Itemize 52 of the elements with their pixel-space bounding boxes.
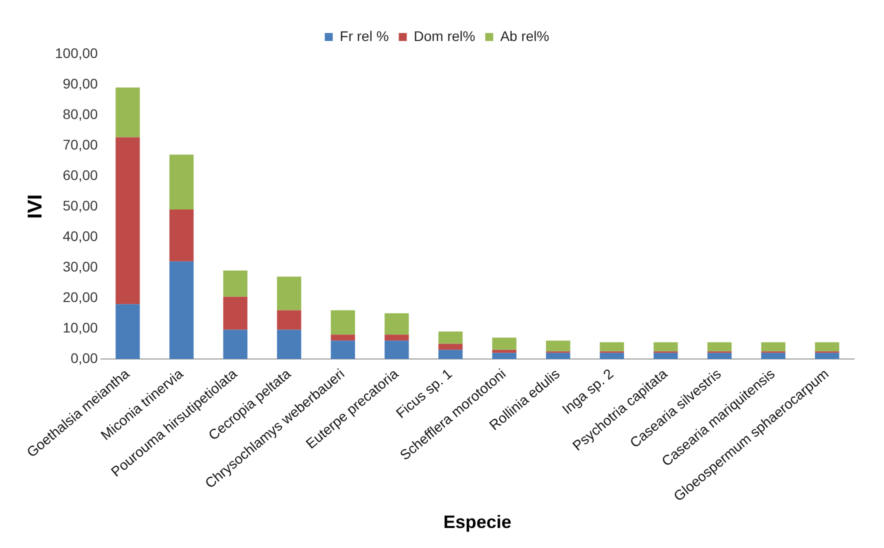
bar — [438, 332, 463, 344]
bar — [707, 352, 732, 359]
bar — [384, 313, 409, 335]
y-tick-label: 40,00 — [62, 228, 98, 244]
y-tick-label: 10,00 — [62, 319, 98, 336]
bar — [654, 352, 678, 359]
bar — [223, 270, 248, 297]
bar — [600, 352, 624, 359]
bar — [277, 276, 302, 310]
bar — [223, 296, 248, 330]
y-tick-label: 0,00 — [70, 350, 98, 366]
bar — [654, 342, 678, 352]
bar — [330, 340, 356, 359]
x-axis-title: Especie — [443, 512, 512, 532]
bar — [277, 330, 302, 359]
y-tick-label: 20,00 — [62, 288, 98, 305]
y-tick-label: 50,00 — [62, 197, 98, 214]
y-tick-label: 90,00 — [62, 75, 98, 92]
bar — [814, 352, 840, 359]
bar — [761, 342, 786, 352]
bar — [492, 352, 516, 359]
y-tick-label: 80,00 — [62, 106, 98, 122]
bar — [116, 88, 140, 138]
bar — [438, 350, 463, 359]
bar — [438, 344, 463, 350]
legend-label: Dom rel% — [414, 28, 476, 44]
bar — [600, 342, 624, 352]
bar — [223, 330, 248, 359]
bar — [116, 137, 140, 304]
bar — [330, 310, 356, 335]
bar — [761, 352, 786, 359]
y-tick-label: 60,00 — [62, 166, 98, 183]
y-tick-label: 100,00 — [54, 44, 98, 61]
y-tick-label: 30,00 — [62, 258, 98, 274]
bar — [169, 210, 194, 262]
bar — [384, 334, 409, 341]
legend-label: Fr rel % — [340, 28, 389, 44]
bar — [492, 350, 516, 353]
bar — [116, 304, 140, 359]
bar — [707, 342, 732, 352]
bar — [546, 340, 570, 352]
bar — [492, 338, 516, 350]
y-tick-label: 70,00 — [62, 136, 98, 152]
bar — [330, 334, 356, 341]
bar — [169, 261, 194, 359]
bar — [384, 340, 409, 359]
legend-label: Ab rel% — [500, 28, 550, 44]
bar — [277, 310, 302, 330]
bar — [169, 154, 194, 210]
bar — [814, 342, 840, 352]
bar — [546, 352, 570, 359]
y-axis-title: IVI — [24, 194, 47, 219]
